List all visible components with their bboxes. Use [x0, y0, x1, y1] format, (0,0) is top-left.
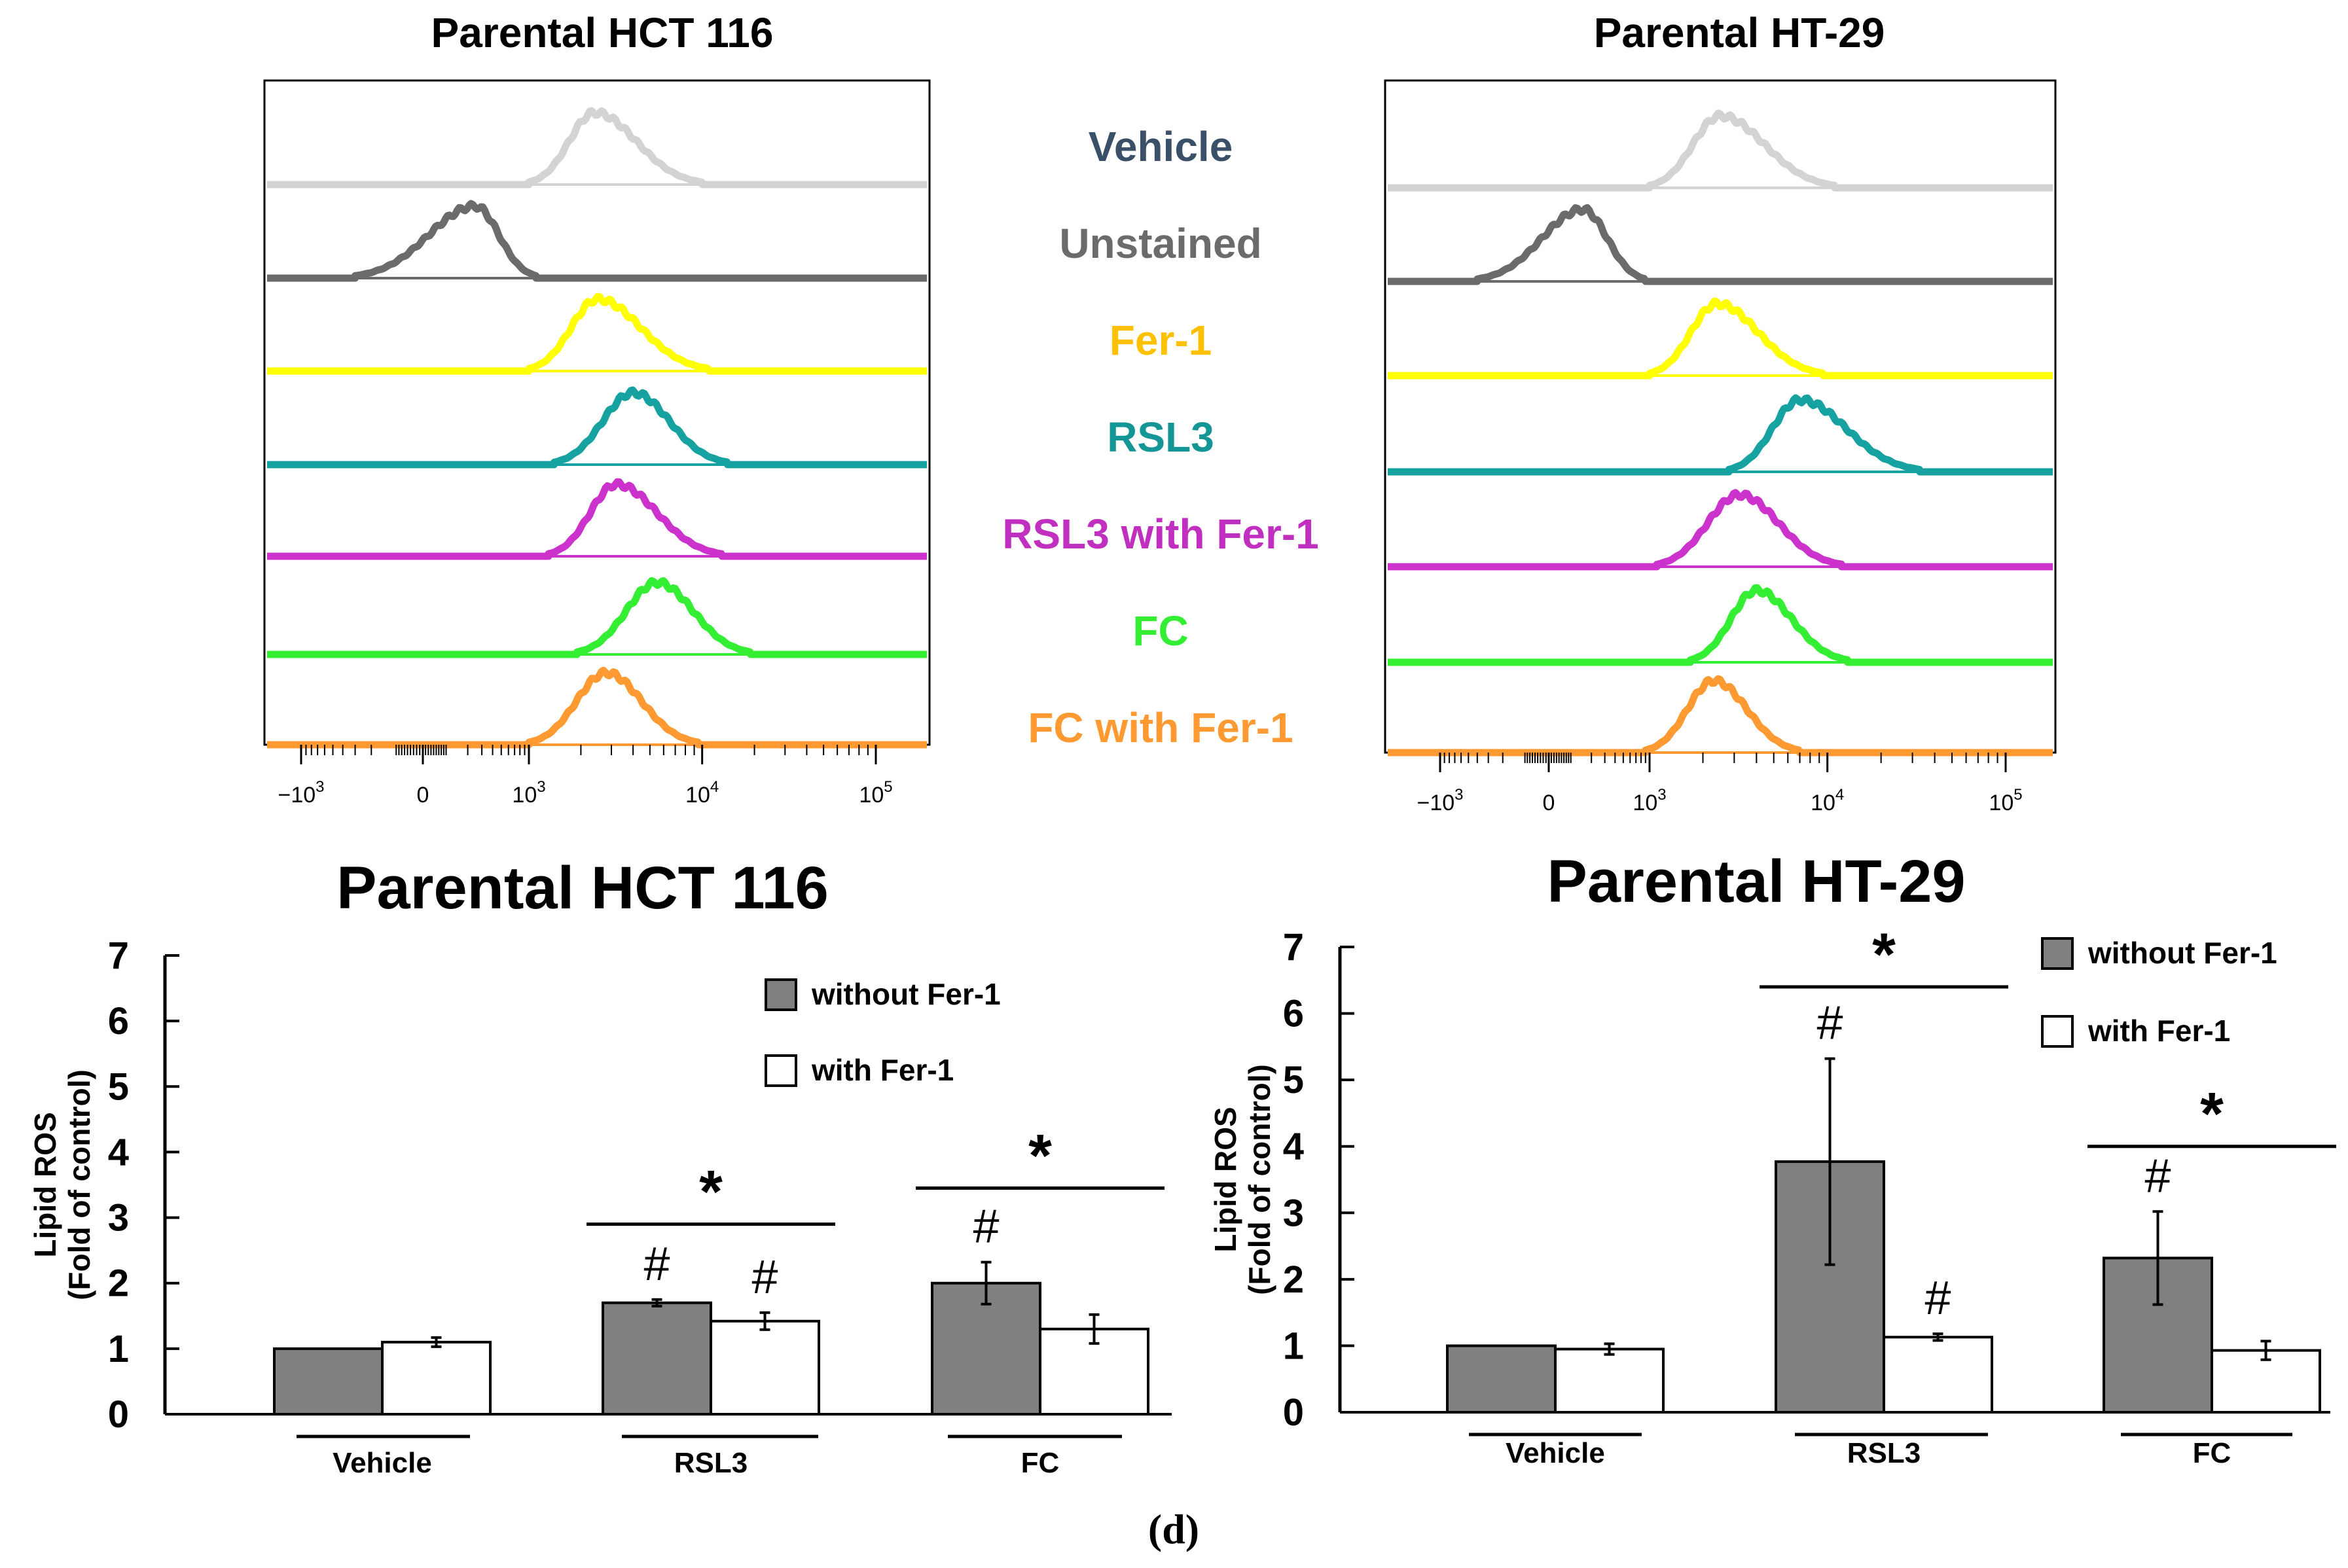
x-tick-label: 0 [1543, 791, 1555, 815]
x-tick-label: −103 [1417, 786, 1463, 815]
significance-hash: # [973, 1201, 999, 1253]
x-tick-label: RSL3 [674, 1447, 748, 1479]
histogram-curve [267, 478, 927, 560]
bar [1554, 1347, 1665, 1414]
x-tick-label: −103 [278, 778, 324, 808]
y-tick-label: 3 [108, 1197, 129, 1239]
significance-hash: # [1816, 997, 1843, 1050]
legend-label: FC with Fer-1 [1028, 704, 1293, 751]
legend-label: FC [1132, 607, 1188, 654]
bar-chart-ht29: Parental HT-29 0 1 2 3 4 5 6 7 Lipid ROS (Fold of… [1208, 848, 2336, 1469]
x-tick-label: 104 [685, 778, 719, 808]
bar [602, 1301, 712, 1416]
significance-hash: # [2144, 1150, 2171, 1202]
histogram-curve [267, 200, 927, 282]
y-tick-label: 3 [1283, 1192, 1304, 1234]
legend-swatch [765, 978, 797, 1011]
bar-chart-hct116: Parental HCT 116 0 1 2 3 4 5 6 7 Lipid ROS (Fold … [28, 855, 1172, 1479]
significance-star: * [1028, 1123, 1052, 1190]
y-axis-label: Lipid ROS [1208, 1107, 1242, 1252]
x-tick-label: 0 [417, 783, 429, 808]
x-tick-label: FC [1021, 1447, 1060, 1479]
histogram-title: Parental HCT 116 [431, 9, 774, 56]
x-tick-label: 103 [1633, 786, 1666, 815]
y-tick-label: 0 [108, 1393, 129, 1436]
bar-chart-title: Parental HT-29 [1547, 848, 1965, 915]
histogram-curve [1388, 109, 2053, 192]
y-tick-label: 7 [108, 935, 129, 977]
x-tick-label: FC [2193, 1437, 2231, 1469]
histogram-curve [1388, 489, 2053, 571]
y-tick-label: 4 [108, 1131, 129, 1173]
bar-chart-title: Parental HCT 116 [336, 855, 829, 921]
y-tick-label: 4 [1283, 1126, 1304, 1168]
x-tick-label: 104 [1811, 786, 1844, 815]
bar [1883, 1336, 1993, 1414]
significance-hash: # [643, 1238, 670, 1291]
histogram-curve [267, 666, 927, 749]
histogram-curve [1388, 204, 2053, 285]
histogram-frame [1384, 79, 2057, 754]
y-tick-label: 6 [108, 1000, 129, 1042]
significance-star: * [1872, 921, 1896, 988]
y-tick-label: 5 [1283, 1059, 1304, 1101]
x-tick-label: 105 [859, 778, 892, 808]
y-axis-label-2: (Fold of control) [1242, 1064, 1276, 1295]
bar [931, 1281, 1041, 1416]
significance-hash: # [1924, 1272, 1951, 1325]
condition-legend: Vehicle Unstained Fer-1 RSL3 RSL3 with Fer-1… [1002, 123, 1319, 751]
legend-label: RSL3 with Fer-1 [1002, 510, 1319, 558]
histogram-curve [1388, 394, 2053, 476]
x-tick-label: 103 [512, 778, 545, 808]
legend-label: Fer-1 [1110, 317, 1212, 364]
y-tick-label: 1 [1283, 1325, 1304, 1367]
bar [1446, 1344, 1557, 1414]
y-tick-label: 6 [1283, 993, 1304, 1035]
legend-swatch [2041, 937, 2074, 970]
y-tick-label: 2 [1283, 1258, 1304, 1301]
x-tick-label: Vehicle [333, 1447, 432, 1479]
x-tick-label: RSL3 [1847, 1437, 1921, 1469]
histogram-curve [1388, 584, 2053, 666]
histogram-curve [267, 293, 927, 375]
legend-swatch [765, 1054, 797, 1087]
bar [381, 1340, 492, 1416]
legend-label: RSL3 [1107, 414, 1214, 461]
y-tick-label: 0 [1283, 1391, 1304, 1434]
legend-label: Unstained [1059, 220, 1261, 267]
bar [273, 1347, 384, 1416]
bar [710, 1319, 820, 1416]
y-axis-label: Lipid ROS [28, 1112, 62, 1257]
histogram-hct116: Parental HCT 116 −103 0 103 104 105 [263, 9, 931, 808]
legend-swatch [2041, 1015, 2074, 1048]
histogram-curve [1388, 675, 2053, 757]
legend-label: with Fer-1 [2087, 1014, 2230, 1048]
legend-label: Vehicle [1089, 123, 1233, 170]
histogram-curve [1388, 297, 2053, 380]
y-tick-label: 2 [108, 1262, 129, 1305]
significance-hash: # [751, 1251, 778, 1304]
legend-label: with Fer-1 [811, 1053, 954, 1087]
figure-label: (d) [1148, 1506, 1199, 1552]
histogram-ht29: Parental HT-29 −103 0 103 104 105 [1384, 9, 2057, 815]
x-tick-label: Vehicle [1506, 1437, 1605, 1469]
histogram-curve [267, 107, 927, 188]
y-tick-label: 1 [108, 1328, 129, 1370]
legend-label: without Fer-1 [2087, 936, 2277, 970]
y-tick-label: 7 [1283, 926, 1304, 969]
significance-star: * [2200, 1081, 2224, 1148]
y-tick-label: 5 [108, 1065, 129, 1108]
significance-star: * [699, 1159, 723, 1226]
histogram-curve [267, 577, 927, 658]
x-tick-label: 105 [1989, 786, 2022, 815]
y-axis-label-2: (Fold of control) [62, 1069, 96, 1300]
histogram-curve [267, 386, 927, 469]
histogram-title: Parental HT-29 [1594, 9, 1885, 56]
legend-label: without Fer-1 [811, 977, 1001, 1011]
